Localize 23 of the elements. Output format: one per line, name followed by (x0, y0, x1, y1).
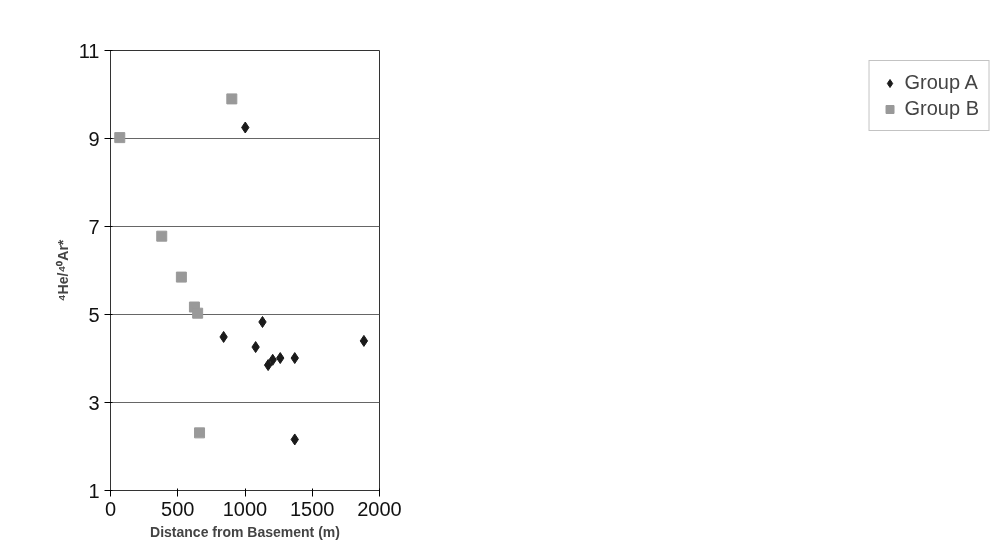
y-tick-label: 7 (88, 215, 100, 238)
y-axis-title: ⁴He/⁴⁰Ar* (54, 239, 71, 302)
point (192, 307, 204, 319)
y-tick-label: 11 (78, 39, 100, 62)
point (226, 93, 238, 105)
legend-label: Group B (904, 97, 979, 120)
point (359, 334, 369, 347)
legend-label: Group A (904, 71, 978, 94)
point (156, 230, 168, 242)
x-tick-label: 0 (104, 497, 117, 520)
y-tick-label: 3 (88, 391, 100, 414)
y-tick-label: 5 (88, 303, 100, 326)
x-tick-label: 2000 (357, 497, 402, 520)
x-tick-label: 500 (161, 497, 195, 520)
point (114, 132, 126, 144)
x-axis-title: Distance from Basement (m) (150, 523, 340, 540)
y-tick-label: 9 (88, 127, 100, 150)
x-tick-label: 1000 (222, 497, 268, 520)
x-tick-label: 1500 (290, 497, 335, 520)
point (175, 271, 187, 283)
y-tick-label: 1 (88, 479, 100, 502)
point (263, 359, 273, 372)
point (194, 427, 206, 439)
